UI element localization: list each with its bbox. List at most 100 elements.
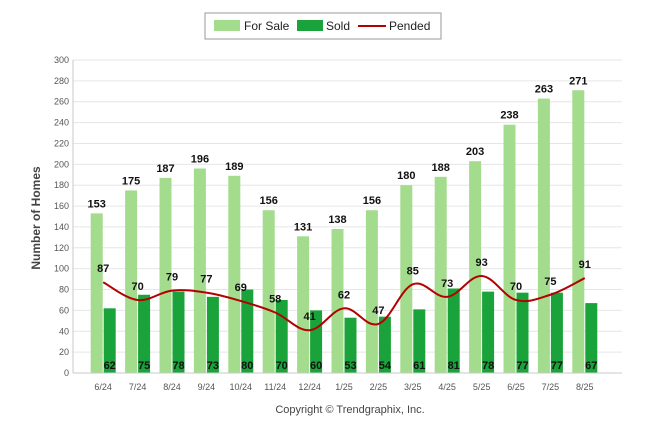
data-label-sold: 81	[448, 360, 460, 372]
x-axis: 6/24 7/24 8/24 9/24 10/24 11/24 12/24 1/25 2/25 3…	[73, 372, 622, 392]
bar-for-sale	[262, 210, 275, 373]
data-label-pended: 69	[235, 282, 247, 294]
y-tick-label: 220	[54, 138, 69, 148]
bar-sold	[413, 309, 426, 373]
data-label-for-sale: 271	[569, 75, 587, 87]
x-tick-label: 8/24	[163, 382, 181, 392]
y-tick-label: 140	[54, 222, 69, 232]
y-axis: 0 20 40 60 80 100 120 140 160 180 200 220 240 260 280 3…	[54, 55, 74, 378]
data-label-pended: 73	[441, 278, 453, 290]
data-label-for-sale: 189	[225, 161, 243, 173]
bar-sold	[138, 294, 151, 373]
legend: For Sale Sold Pended	[204, 12, 442, 40]
legend-label-sold: Sold	[326, 19, 350, 33]
bar-for-sale	[469, 161, 482, 373]
data-label-pended: 93	[475, 257, 487, 269]
data-label-sold: 61	[413, 360, 425, 372]
data-label-pended: 75	[544, 276, 556, 288]
y-tick-label: 200	[54, 159, 69, 169]
bar-sold	[206, 296, 219, 373]
x-tick-label: 8/25	[576, 382, 594, 392]
bar-sold	[585, 303, 598, 373]
y-tick-label: 180	[54, 180, 69, 190]
data-label-sold: 77	[516, 360, 528, 372]
data-label-for-sale: 238	[500, 110, 518, 122]
data-label-pended: 70	[131, 281, 143, 293]
data-label-pended: 47	[372, 305, 384, 317]
data-label-pended: 62	[338, 289, 350, 301]
data-label-for-sale: 138	[328, 214, 346, 226]
x-tick-label: 9/24	[198, 382, 216, 392]
bar-sold	[516, 292, 529, 373]
bar-sold	[447, 288, 460, 373]
x-tick-label: 7/24	[129, 382, 147, 392]
legend-swatch-sold	[297, 20, 323, 31]
legend-label-pended: Pended	[389, 19, 430, 33]
data-label-for-sale: 263	[535, 84, 553, 96]
x-tick-label: 1/25	[335, 382, 353, 392]
data-label-pended: 70	[510, 281, 522, 293]
bar-for-sale	[90, 213, 103, 373]
x-tick-label: 2/25	[370, 382, 388, 392]
data-label-sold: 80	[241, 360, 253, 372]
data-label-for-sale: 156	[260, 195, 278, 207]
x-tick-label: 5/25	[473, 382, 491, 392]
y-tick-label: 0	[64, 368, 69, 378]
data-label-sold: 73	[207, 360, 219, 372]
data-label-pended: 58	[269, 293, 281, 305]
y-tick-label: 60	[59, 305, 69, 315]
data-label-sold: 53	[344, 360, 356, 372]
y-tick-label: 260	[54, 97, 69, 107]
data-label-sold: 70	[276, 360, 288, 372]
x-tick-label: 12/24	[298, 382, 321, 392]
y-tick-label: 40	[59, 326, 69, 336]
bar-sold	[172, 291, 185, 373]
bar-sold	[482, 291, 495, 373]
pended-series-line	[102, 274, 586, 332]
data-label-pended: 91	[579, 259, 591, 271]
bar-for-sale	[434, 176, 447, 373]
bar-for-sale	[503, 124, 516, 373]
bar-sold	[103, 308, 116, 373]
data-label-for-sale: 180	[397, 170, 415, 182]
copyright-text: Copyright © Trendgraphix, Inc.	[275, 404, 424, 416]
data-labels: 153 62 175 75 187 78 196 73 189 80 156 70 131 60 138 53…	[88, 75, 598, 372]
x-tick-label: 4/25	[438, 382, 456, 392]
data-label-sold: 75	[138, 360, 150, 372]
y-tick-label: 100	[54, 264, 69, 274]
data-label-sold: 62	[104, 360, 116, 372]
legend-label-for-sale: For Sale	[244, 19, 290, 33]
y-tick-label: 280	[54, 76, 69, 86]
x-tick-label: 6/24	[94, 382, 112, 392]
data-label-for-sale: 187	[156, 163, 174, 175]
y-tick-label: 240	[54, 118, 69, 128]
data-label-pended: 85	[407, 265, 419, 277]
data-label-for-sale: 131	[294, 221, 312, 233]
y-tick-label: 20	[59, 347, 69, 357]
bar-for-sale	[537, 98, 550, 373]
data-label-for-sale: 153	[88, 198, 106, 210]
bar-for-sale	[159, 177, 172, 373]
data-label-sold: 78	[482, 360, 494, 372]
y-tick-label: 300	[54, 55, 69, 65]
data-label-pended: 77	[200, 274, 212, 286]
data-label-for-sale: 156	[363, 195, 381, 207]
legend-swatch-for-sale	[214, 20, 240, 31]
data-label-sold: 60	[310, 360, 322, 372]
bar-for-sale	[365, 210, 378, 373]
data-label-pended: 79	[166, 272, 178, 284]
bar-sold	[378, 316, 391, 373]
bar-for-sale	[400, 185, 413, 373]
x-tick-label: 10/24	[230, 382, 253, 392]
data-label-pended: 41	[303, 311, 315, 323]
data-label-pended: 87	[97, 263, 109, 275]
y-tick-label: 160	[54, 201, 69, 211]
bar-for-sale	[228, 175, 241, 373]
pended-line	[102, 274, 586, 332]
x-tick-label: 6/25	[507, 382, 525, 392]
data-label-for-sale: 175	[122, 175, 140, 187]
bar-for-sale	[331, 229, 344, 373]
bar-for-sale	[572, 90, 585, 374]
bar-sold	[241, 289, 254, 373]
data-label-sold: 78	[172, 360, 184, 372]
